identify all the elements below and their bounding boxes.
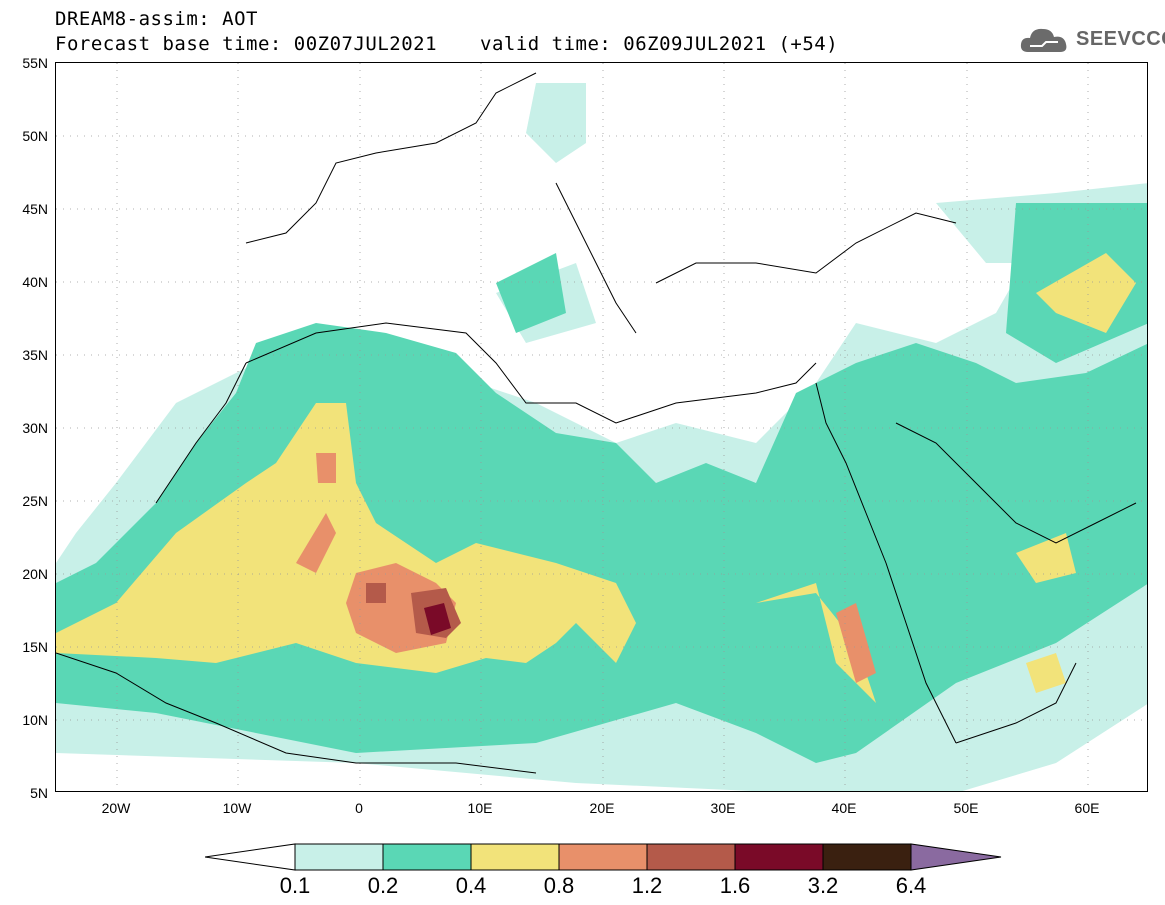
lat-label-30n: 30N (22, 420, 48, 436)
colorbar-bin-2 (382, 843, 472, 871)
lat-label-10n: 10N (22, 712, 48, 728)
lon-label-10w: 10W (222, 800, 252, 816)
lat-label-45n: 45N (22, 201, 48, 217)
graticule (56, 63, 1147, 791)
lat-label-40n: 40N (22, 274, 48, 290)
colorbar-label: 6.4 (895, 873, 927, 898)
colorbar-label: 0.4 (455, 873, 487, 898)
lon-label-40e: 40E (831, 800, 857, 816)
lat-label-15n: 15N (22, 639, 48, 655)
lon-label-60e: 60E (1074, 800, 1100, 816)
colorbar-label: 0.1 (279, 873, 311, 898)
cloud-icon (1020, 28, 1067, 52)
colorbar-label: 1.2 (631, 873, 663, 898)
colorbar (204, 842, 1005, 872)
aot-map (55, 62, 1148, 792)
lon-label-50e: 50E (953, 800, 979, 816)
aot-band-1-6 (424, 603, 451, 635)
lon-label-30e: 30E (710, 800, 736, 816)
aot-field (56, 63, 1147, 791)
valid-time: valid time: 06Z09JUL2021 (+54) (480, 33, 839, 55)
aot-band-0-4 (56, 253, 1136, 703)
colorbar-label: 0.2 (367, 873, 399, 898)
colorbar-label: 0.8 (543, 873, 575, 898)
lat-label-35n: 35N (22, 347, 48, 363)
lat-label-50n: 50N (22, 128, 48, 144)
colorbar-bin-7 (822, 843, 912, 871)
colorbar-bin-3 (470, 843, 560, 871)
colorbar-bin-1 (294, 843, 384, 871)
lon-label-0: 0 (355, 800, 363, 816)
lon-label-20e: 20E (589, 800, 615, 816)
coastlines (56, 72, 1137, 774)
colorbar-over-arrow (910, 843, 1002, 871)
seevccc-logo: SEEVCCC (1018, 22, 1165, 58)
lat-label-55n: 55N (22, 55, 48, 71)
colorbar-label: 3.2 (807, 873, 839, 898)
lat-label-25n: 25N (22, 493, 48, 509)
colorbar-bin-4 (558, 843, 648, 871)
logo-text: SEEVCCC (1076, 28, 1165, 50)
colorbar-under-arrow (204, 843, 296, 871)
lat-label-20n: 20N (22, 566, 48, 582)
lat-label-5n: 5N (30, 785, 48, 801)
map-title: DREAM8-assim: AOT (55, 8, 258, 30)
lon-label-20w: 20W (101, 800, 131, 816)
colorbar-bin-6 (734, 843, 824, 871)
lon-label-10e: 10E (467, 800, 493, 816)
colorbar-bin-5 (646, 843, 736, 871)
forecast-base-time: Forecast base time: 00Z07JUL2021 (55, 33, 438, 55)
colorbar-label: 1.6 (719, 873, 751, 898)
